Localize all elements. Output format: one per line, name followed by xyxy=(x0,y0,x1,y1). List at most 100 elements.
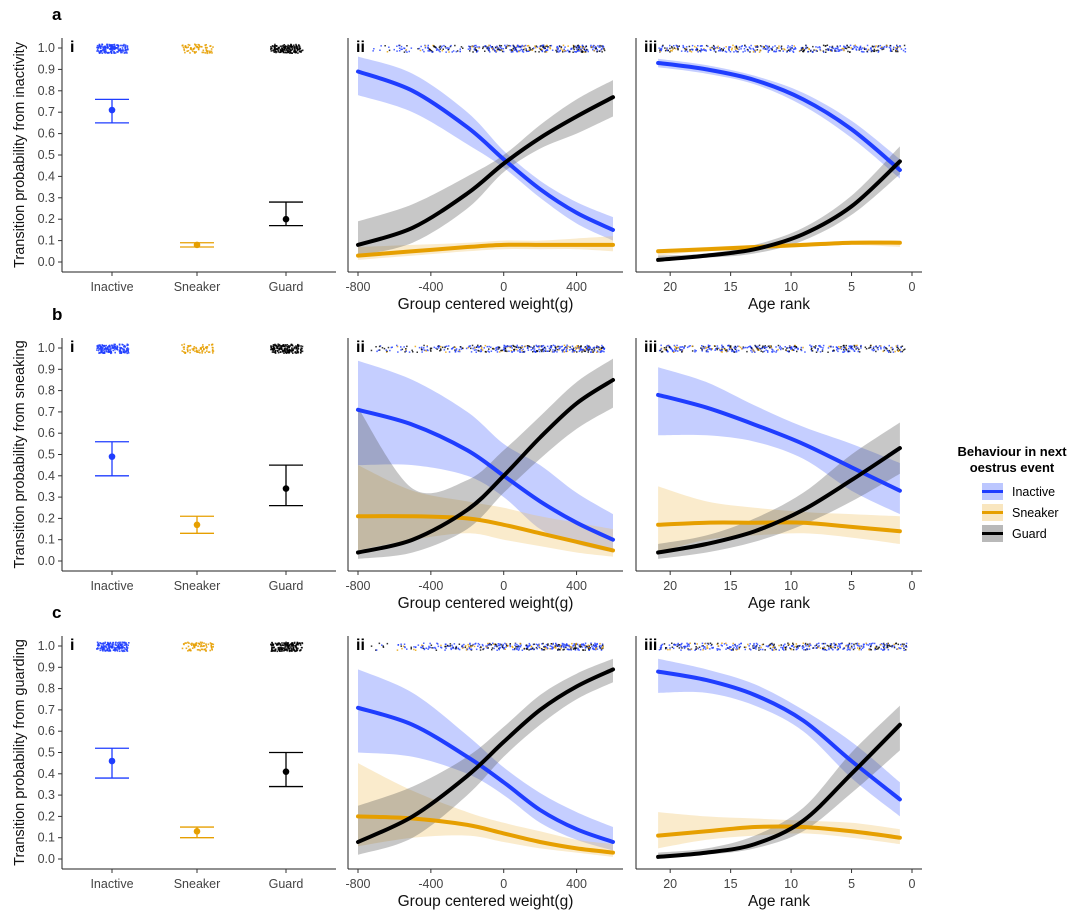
point-estimate-inactive xyxy=(108,453,116,460)
x-tick-label: -400 xyxy=(418,579,443,593)
x-tick-label: 0 xyxy=(909,280,916,294)
x-tick-label: 0 xyxy=(500,280,507,294)
x-tick-label: 5 xyxy=(848,579,855,593)
y-tick-label: 1.0 xyxy=(38,341,55,355)
fit-line-guard xyxy=(656,159,902,262)
y-tick-label: 0.7 xyxy=(38,105,55,119)
y-tick-label: 0.4 xyxy=(38,469,55,483)
x-tick-label: 400 xyxy=(566,579,587,593)
y-tick-label: 0.0 xyxy=(38,554,55,568)
x-tick-label: -800 xyxy=(345,579,370,593)
point-estimate-guard xyxy=(282,485,290,492)
y-tick-label: 0.4 xyxy=(38,169,55,183)
x-axis-title: Group centered weight(g) xyxy=(398,893,574,910)
ci-band-guard xyxy=(658,146,900,260)
ci-band-sneaker xyxy=(358,763,613,857)
fit-line-sneaker xyxy=(656,240,902,254)
x-axis-title: Age rank xyxy=(748,595,810,612)
x-axis-title: Group centered weight(g) xyxy=(398,296,574,313)
y-tick-label: 1.0 xyxy=(38,41,55,55)
y-tick-label: 0.7 xyxy=(38,703,55,717)
panel-b-ii: ii -800 -400 0 400 Group centered weight(g) xyxy=(345,338,623,612)
x-tick-label: 0 xyxy=(500,579,507,593)
x-tick-label: 10 xyxy=(784,280,798,294)
observation-points-inactive xyxy=(96,43,129,54)
x-tick-label: -400 xyxy=(418,877,443,891)
row-label-b: b xyxy=(52,305,62,324)
legend-item-sneaker: Sneaker xyxy=(982,504,1059,521)
y-axis-title: Transition probability from sneaking xyxy=(12,340,28,568)
observation-rug xyxy=(370,642,604,651)
fit-line-sneaker xyxy=(356,514,615,553)
y-tick-label: 1.0 xyxy=(38,639,55,653)
x-tick-label: -400 xyxy=(418,280,443,294)
y-tick-label: 0.3 xyxy=(38,490,55,504)
x-tick-label: 20 xyxy=(663,877,677,891)
x-tick-label: 10 xyxy=(784,877,798,891)
x-tick-label: 0 xyxy=(909,877,916,891)
panel-a-iii: iii 20 15 10 5 0 Age rank xyxy=(635,38,922,313)
legend-label: Sneaker xyxy=(1012,506,1059,520)
panel-label: ii xyxy=(356,339,365,356)
legend-item-inactive: Inactive xyxy=(982,483,1055,500)
y-tick-label: 0.2 xyxy=(38,511,55,525)
ci-band-inactive xyxy=(658,367,900,515)
x-tick-label: 5 xyxy=(848,877,855,891)
ci-band-inactive xyxy=(658,58,900,179)
observation-rug xyxy=(372,44,606,53)
x-tick-label: 20 xyxy=(663,579,677,593)
y-tick-label: 0.8 xyxy=(38,384,55,398)
x-tick-label: 5 xyxy=(848,280,855,294)
fit-line-guard xyxy=(656,446,902,555)
legend-label: Guard xyxy=(1012,527,1047,541)
y-tick-label: 0.1 xyxy=(38,831,55,845)
x-tick-label: 15 xyxy=(724,579,738,593)
panel-label: i xyxy=(70,637,74,654)
fit-line-inactive xyxy=(656,669,902,802)
observation-rug xyxy=(658,344,906,353)
row-c: c Transition probability from guarding i 0.… xyxy=(12,603,922,910)
legend-title-line1: Behaviour in next xyxy=(957,444,1067,459)
panel-label: ii xyxy=(356,637,365,654)
fit-line-sneaker xyxy=(656,824,902,840)
panel-b-iii: iii 20 15 10 5 0 Age rank xyxy=(635,338,922,612)
x-tick-label: 400 xyxy=(566,280,587,294)
fit-line-inactive xyxy=(656,61,902,172)
y-tick-label: 0.1 xyxy=(38,234,55,248)
fit-line-inactive xyxy=(356,705,615,844)
y-tick-label: 0.9 xyxy=(38,660,55,674)
y-tick-label: 0.5 xyxy=(38,746,55,760)
y-tick-label: 0.4 xyxy=(38,767,55,781)
panel-label: iii xyxy=(644,637,657,654)
point-estimate-guard xyxy=(282,215,290,223)
panel-a-i: i 0.0 0.1 0.2 0.3 0.4 0.5 0.6 0.7 0.8 0.9 1.0 Inacti… xyxy=(38,38,336,294)
legend-item-guard: Guard xyxy=(982,525,1047,542)
y-tick-label: 0.6 xyxy=(38,426,55,440)
observation-points-guard xyxy=(270,641,304,653)
panel-label: i xyxy=(70,339,74,356)
x-axis-title: Group centered weight(g) xyxy=(398,595,574,612)
point-estimate-sneaker xyxy=(193,521,201,529)
ci-band-inactive xyxy=(358,360,613,553)
panel-label: i xyxy=(70,39,74,56)
x-tick-label: Sneaker xyxy=(174,877,221,891)
fit-line-inactive xyxy=(656,392,902,493)
y-tick-label: 0.7 xyxy=(38,405,55,419)
y-axis-title: Transition probability from guarding xyxy=(12,639,28,866)
point-estimate-sneaker xyxy=(193,828,201,835)
fit-line-guard xyxy=(356,378,615,555)
row-a: a Transition probability from inactivity i… xyxy=(12,5,922,313)
row-label-a: a xyxy=(52,5,62,24)
y-tick-label: 0.6 xyxy=(38,724,55,738)
y-tick-label: 0.8 xyxy=(38,682,55,696)
fit-line-guard xyxy=(656,722,902,859)
panel-c-iii: iii 20 15 10 5 0 Age rank xyxy=(635,636,922,910)
x-tick-label: 20 xyxy=(663,280,677,294)
y-tick-label: 0.2 xyxy=(38,212,55,226)
observation-rug xyxy=(370,344,606,353)
ci-band-sneaker xyxy=(358,236,613,260)
row-b: b Transition probability from sneaking i 0.… xyxy=(12,305,922,612)
panel-c-i: i 0.0 0.1 0.2 0.3 0.4 0.5 0.6 0.7 0.8 0.9 1.0 Inacti… xyxy=(38,636,336,891)
row-label-c: c xyxy=(52,603,61,622)
y-tick-label: 0.9 xyxy=(38,62,55,76)
